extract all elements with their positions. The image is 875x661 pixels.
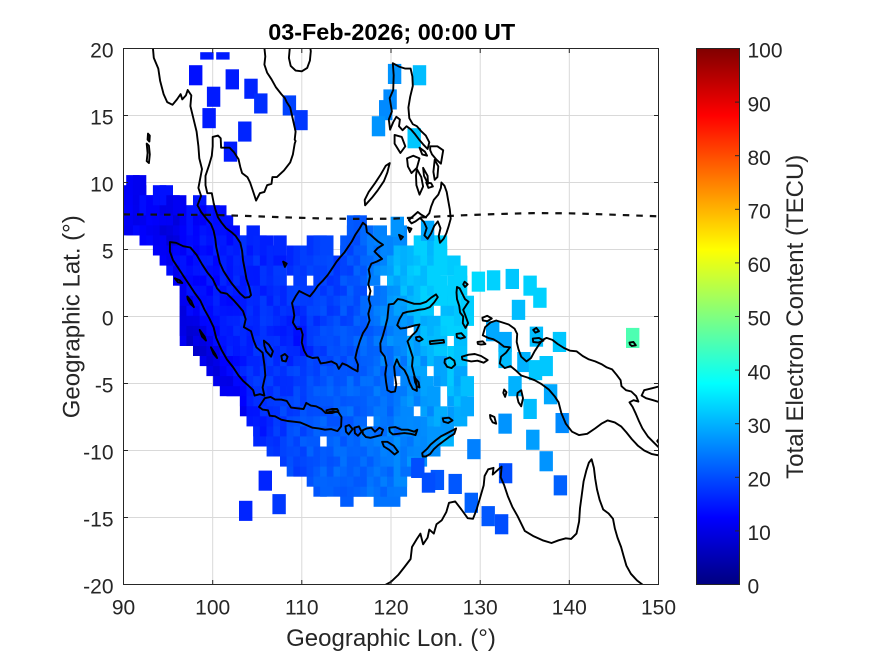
svg-text:100: 100 bbox=[748, 40, 783, 63]
svg-text:70: 70 bbox=[748, 201, 771, 224]
svg-text:10: 10 bbox=[90, 174, 113, 197]
svg-text:100: 100 bbox=[195, 597, 230, 620]
svg-text:90: 90 bbox=[748, 93, 771, 116]
svg-text:10: 10 bbox=[748, 522, 771, 545]
svg-text:0: 0 bbox=[102, 308, 114, 331]
svg-text:30: 30 bbox=[748, 415, 771, 438]
svg-text:Geographic Lat. (°): Geographic Lat. (°) bbox=[59, 215, 86, 418]
svg-text:40: 40 bbox=[748, 361, 771, 384]
svg-text:-10: -10 bbox=[83, 442, 113, 465]
svg-text:120: 120 bbox=[373, 597, 408, 620]
svg-text:20: 20 bbox=[748, 469, 771, 492]
svg-text:5: 5 bbox=[102, 241, 114, 264]
svg-text:03-Feb-2026; 00:00 UT: 03-Feb-2026; 00:00 UT bbox=[268, 19, 516, 45]
svg-text:Total Electron Content (TECU): Total Electron Content (TECU) bbox=[782, 155, 809, 479]
svg-text:90: 90 bbox=[112, 597, 135, 620]
svg-text:20: 20 bbox=[90, 40, 113, 63]
svg-text:Geographic Lon. (°): Geographic Lon. (°) bbox=[286, 625, 496, 652]
svg-text:80: 80 bbox=[748, 147, 771, 170]
svg-text:-15: -15 bbox=[83, 509, 113, 532]
svg-text:140: 140 bbox=[552, 597, 587, 620]
svg-text:50: 50 bbox=[748, 308, 771, 331]
svg-text:-5: -5 bbox=[95, 375, 114, 398]
svg-text:60: 60 bbox=[748, 254, 771, 277]
svg-text:150: 150 bbox=[641, 597, 676, 620]
svg-text:-20: -20 bbox=[83, 576, 113, 599]
svg-text:130: 130 bbox=[463, 597, 498, 620]
svg-text:110: 110 bbox=[285, 597, 318, 620]
svg-text:0: 0 bbox=[748, 576, 760, 599]
svg-text:15: 15 bbox=[90, 107, 113, 130]
